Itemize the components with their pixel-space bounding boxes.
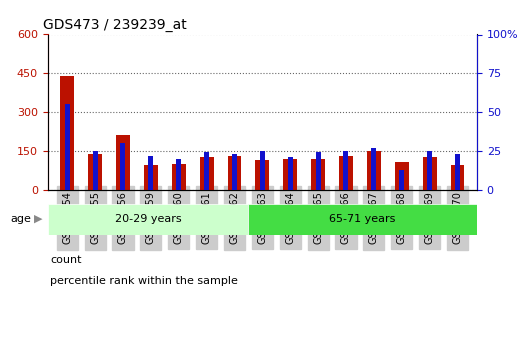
Bar bbox=[372, 148, 376, 190]
Bar bbox=[311, 159, 325, 190]
Bar bbox=[48, 204, 248, 235]
Bar bbox=[395, 162, 409, 190]
Text: ▶: ▶ bbox=[34, 214, 43, 224]
Bar bbox=[343, 151, 349, 190]
Bar bbox=[427, 151, 432, 190]
Bar bbox=[283, 159, 297, 190]
Bar bbox=[255, 160, 269, 190]
Bar bbox=[144, 165, 158, 190]
Bar bbox=[148, 156, 153, 190]
Bar bbox=[450, 165, 464, 190]
Text: percentile rank within the sample: percentile rank within the sample bbox=[50, 276, 238, 286]
Text: age: age bbox=[11, 214, 31, 224]
Bar bbox=[176, 159, 181, 190]
Bar bbox=[315, 152, 321, 190]
Bar bbox=[455, 154, 460, 190]
Text: count: count bbox=[50, 255, 82, 265]
Text: 20-29 years: 20-29 years bbox=[114, 214, 181, 224]
Bar bbox=[204, 152, 209, 190]
Bar bbox=[120, 143, 126, 190]
Bar bbox=[88, 154, 102, 190]
Bar bbox=[399, 169, 404, 190]
Bar bbox=[339, 156, 353, 190]
Text: GDS473 / 239239_at: GDS473 / 239239_at bbox=[43, 18, 187, 32]
Bar bbox=[248, 204, 477, 235]
Bar bbox=[200, 157, 214, 190]
Bar bbox=[422, 157, 437, 190]
Bar bbox=[65, 104, 70, 190]
Text: 65-71 years: 65-71 years bbox=[329, 214, 396, 224]
Bar bbox=[227, 156, 242, 190]
Bar bbox=[116, 135, 130, 190]
Bar bbox=[172, 164, 185, 190]
Bar bbox=[232, 154, 237, 190]
Bar bbox=[93, 151, 98, 190]
Bar bbox=[260, 151, 265, 190]
Bar bbox=[288, 157, 293, 190]
Bar bbox=[60, 76, 74, 190]
Bar bbox=[367, 151, 381, 190]
